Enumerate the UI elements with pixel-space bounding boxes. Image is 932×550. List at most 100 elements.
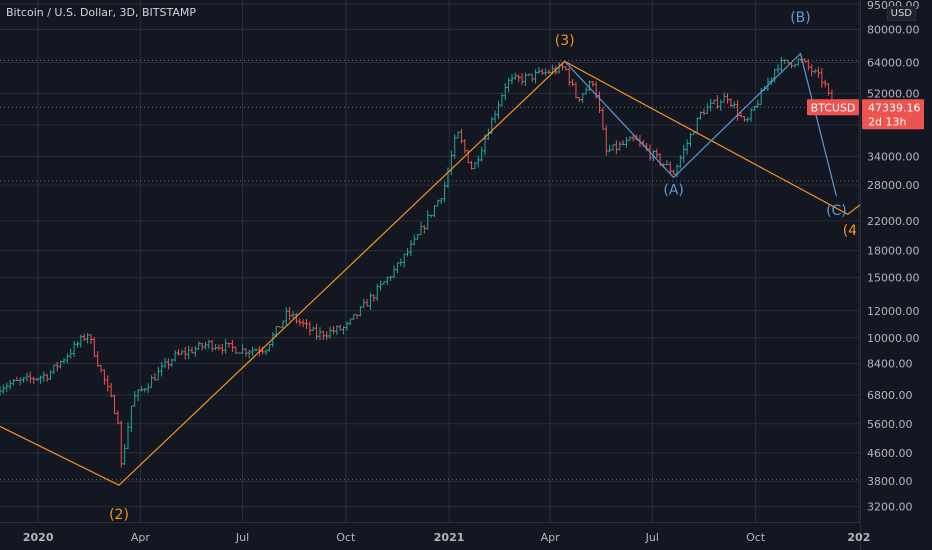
ohlc-bar — [264, 349, 268, 355]
ohlc-bar — [35, 378, 39, 381]
ohlc-bar — [395, 262, 400, 274]
ohlc-bar — [149, 375, 154, 388]
ohlc-bar — [348, 318, 352, 326]
ohlc-bar — [527, 73, 531, 77]
ohlc-bar — [392, 265, 396, 279]
ohlc-bar — [429, 214, 433, 218]
ohlc-bar — [133, 391, 137, 407]
ohlc-bar — [806, 59, 810, 71]
ohlc-bar — [321, 330, 325, 341]
ohlc-bar — [587, 80, 592, 92]
ohlc-bar — [530, 73, 534, 82]
wave-label: (4 — [843, 223, 857, 239]
ohlc-bar — [540, 68, 544, 75]
y-tick-label: 6800.00 — [867, 389, 913, 402]
ohlc-bar — [281, 320, 285, 329]
ohlc-bar — [385, 276, 389, 285]
ohlc-bar — [510, 74, 514, 85]
ohlc-bar — [109, 382, 113, 398]
ohlc-bar — [92, 337, 96, 357]
ohlc-bar — [581, 93, 585, 104]
ohlc-bar — [48, 370, 53, 380]
bar-countdown-label: 2d 13h — [868, 115, 906, 128]
ohlc-bar — [220, 344, 224, 355]
ohlc-bar — [25, 372, 29, 382]
ohlc-bar — [705, 103, 709, 114]
wave-label: (C) — [826, 203, 847, 219]
ohlc-bar — [166, 358, 171, 370]
ohlc-bar — [308, 321, 312, 336]
ohlc-bar — [291, 311, 295, 319]
ohlc-bar — [544, 68, 548, 76]
ohlc-bar — [240, 344, 245, 355]
ohlc-bar — [331, 325, 336, 335]
ohlc-bar — [318, 327, 322, 341]
y-tick-label: 22000.00 — [867, 215, 920, 228]
ohlc-bar — [570, 78, 575, 87]
ohlc-bar — [820, 68, 824, 88]
ohlc-bar — [234, 346, 238, 354]
ohlc-bar — [823, 79, 827, 88]
ohlc-bar — [328, 326, 332, 339]
ohlc-bar — [143, 388, 147, 393]
ohlc-bar — [139, 386, 144, 392]
ohlc-bar — [756, 99, 760, 109]
currency-button[interactable]: USD — [886, 6, 916, 21]
ohlc-bar — [247, 349, 251, 359]
ohlc-bar — [38, 375, 43, 384]
ohlc-bar — [203, 342, 208, 350]
ohlc-bar — [193, 345, 197, 357]
y-tick-label: 3800.00 — [867, 475, 913, 488]
ohlc-bar — [439, 198, 443, 205]
ohlc-bar — [183, 346, 187, 360]
ohlc-bar — [173, 350, 177, 362]
ohlc-bar — [5, 382, 9, 393]
ohlc-bar — [604, 125, 608, 156]
ohlc-bar — [389, 275, 393, 281]
ohlc-bar — [72, 341, 76, 357]
ohlc-bar — [28, 371, 32, 384]
y-tick-label: 15000.00 — [867, 272, 920, 285]
ohlc-bar — [405, 247, 410, 257]
ohlc-bar — [810, 64, 814, 77]
ohlc-bar — [719, 99, 723, 111]
ohlc-bar — [368, 292, 373, 310]
ohlc-bar — [426, 210, 430, 230]
y-tick-label: 80000.00 — [867, 23, 920, 36]
ohlc-bar — [601, 106, 605, 130]
ohlc-bar — [102, 369, 107, 385]
ohlc-bar — [688, 132, 693, 147]
ohlc-bar — [267, 343, 272, 352]
ohlc-bar — [160, 361, 164, 377]
ohlc-bar — [106, 375, 110, 392]
ohlc-bar — [725, 93, 730, 104]
ohlc-bar — [749, 107, 753, 122]
ohlc-bar — [190, 346, 194, 354]
ohlc-bar — [156, 366, 160, 381]
ohlc-bar — [116, 410, 120, 425]
ohlc-bar — [803, 58, 807, 63]
ohlc-bar — [796, 58, 800, 67]
ohlc-bar — [442, 181, 447, 203]
ohlc-bar — [170, 358, 174, 367]
ohlc-bar — [213, 344, 218, 351]
ohlc-bar — [55, 361, 59, 372]
ohlc-bar — [742, 115, 746, 122]
ohlc-bar — [65, 353, 69, 364]
ohlc-bar — [230, 339, 235, 353]
ohlc-bar — [45, 373, 49, 382]
ohlc-bar — [85, 332, 90, 344]
ohlc-bar — [69, 348, 73, 359]
ohlc-bar — [473, 162, 477, 170]
ohlc-bar — [375, 283, 379, 301]
ohlc-bar — [153, 373, 157, 381]
ohlc-bar — [82, 333, 86, 341]
ohlc-bar — [574, 82, 578, 99]
ohlc-bar — [537, 66, 541, 74]
ohlc-bar — [200, 342, 204, 351]
ohlc-bar — [372, 294, 376, 302]
x-tick-label: Oct — [746, 531, 766, 544]
ohlc-bar — [15, 376, 19, 382]
ohlc-bar — [227, 342, 231, 348]
